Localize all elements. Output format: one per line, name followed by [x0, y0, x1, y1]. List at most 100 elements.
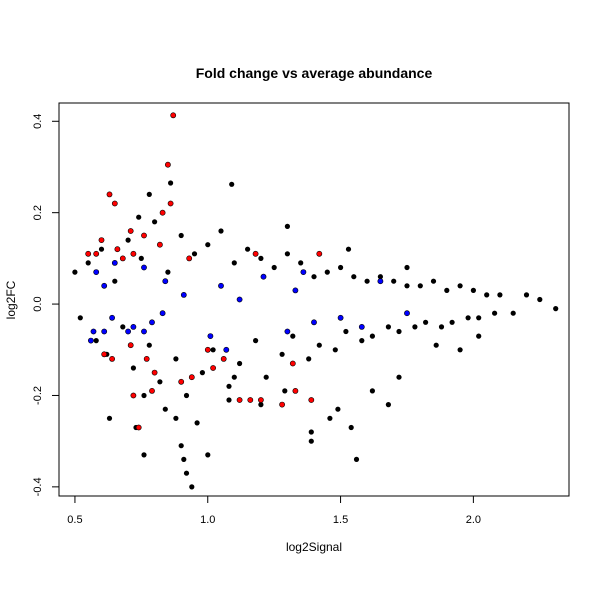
blue-point	[88, 337, 94, 344]
red-point	[289, 360, 296, 367]
black-point	[492, 310, 498, 316]
red-point	[114, 246, 121, 253]
black-point	[189, 484, 195, 490]
red-point	[279, 401, 285, 408]
red-point	[85, 250, 92, 257]
y-axis: -0.4 -0.2 0.0 0.2 0.4	[32, 114, 60, 496]
red-point	[178, 378, 185, 385]
red-point	[167, 200, 174, 207]
black-point	[343, 328, 349, 335]
red-point	[106, 191, 113, 198]
blue-point	[149, 319, 155, 326]
black-point	[194, 420, 200, 426]
black-point	[226, 383, 232, 389]
black-point	[77, 315, 83, 321]
red-point	[186, 255, 193, 262]
blue-point	[111, 259, 118, 266]
black-point	[385, 324, 391, 330]
black-point	[130, 365, 136, 371]
red-point	[130, 250, 137, 257]
black-point	[226, 397, 232, 403]
y-tick-label: 0.2	[32, 205, 44, 220]
black-point	[231, 374, 237, 380]
blue-point	[311, 319, 317, 326]
y-tick-label: 0.0	[32, 296, 44, 311]
black-point	[205, 452, 211, 458]
red-point	[170, 112, 177, 119]
black-point	[162, 406, 168, 412]
black-point	[173, 356, 179, 362]
blue-point	[223, 346, 230, 353]
black-point	[470, 287, 476, 293]
black-point	[199, 370, 205, 376]
black-point	[510, 310, 516, 316]
black-point	[237, 360, 243, 367]
red-point	[247, 397, 254, 403]
black-point	[417, 283, 423, 289]
chart-title: Fold change vs average abundance	[196, 65, 433, 81]
black-point	[449, 319, 455, 325]
red-point	[109, 355, 115, 362]
black-point	[351, 274, 357, 280]
x-tick-label: 1.0	[200, 514, 215, 526]
black-point	[125, 237, 131, 243]
red-point	[151, 369, 158, 376]
black-point	[308, 429, 314, 435]
black-point	[484, 292, 490, 298]
black-point	[348, 424, 354, 431]
black-point	[173, 415, 179, 421]
x-tick-label: 2.0	[466, 514, 481, 526]
red-point	[119, 255, 126, 262]
blue-point	[93, 269, 100, 275]
black-point	[465, 315, 471, 321]
blue-point	[141, 328, 147, 335]
black-point	[324, 269, 330, 275]
red-point	[141, 232, 147, 239]
black-point	[218, 228, 224, 234]
black-point	[523, 292, 530, 298]
black-point	[369, 333, 375, 339]
black-point	[327, 415, 333, 421]
red-point	[149, 387, 155, 394]
black-point	[404, 264, 410, 271]
blue-point	[358, 323, 365, 330]
blue-point	[292, 287, 299, 294]
black-point	[178, 443, 184, 449]
black-point	[553, 306, 559, 312]
black-point	[423, 319, 429, 325]
red-point	[308, 397, 315, 403]
black-point	[112, 278, 118, 284]
black-point	[369, 388, 375, 394]
blue-point	[218, 282, 224, 289]
blue-point	[300, 269, 307, 275]
black-point	[335, 406, 341, 412]
black-point	[457, 283, 463, 289]
x-axis-label: log2Signal	[286, 540, 342, 554]
black-point	[258, 255, 264, 261]
black-point	[476, 333, 482, 339]
black-point	[353, 456, 360, 462]
black-point	[391, 278, 397, 284]
black-point	[364, 278, 370, 284]
black-point	[183, 470, 190, 476]
blue-point	[236, 296, 243, 303]
black-point	[279, 351, 285, 357]
black-point	[311, 274, 317, 280]
y-tick-label: 0.4	[32, 114, 44, 129]
blue-point	[162, 278, 169, 285]
black-point	[146, 191, 152, 197]
red-point	[143, 355, 150, 362]
black-point	[271, 264, 277, 271]
black-point	[183, 392, 190, 399]
red-point	[188, 374, 195, 381]
black-point	[245, 246, 251, 252]
red-point	[220, 355, 227, 362]
black-point	[229, 181, 235, 187]
y-axis-label: log2FC	[4, 280, 18, 319]
black-point	[258, 402, 264, 408]
red-point	[135, 424, 142, 431]
black-point	[178, 232, 184, 239]
black-point	[106, 415, 113, 421]
